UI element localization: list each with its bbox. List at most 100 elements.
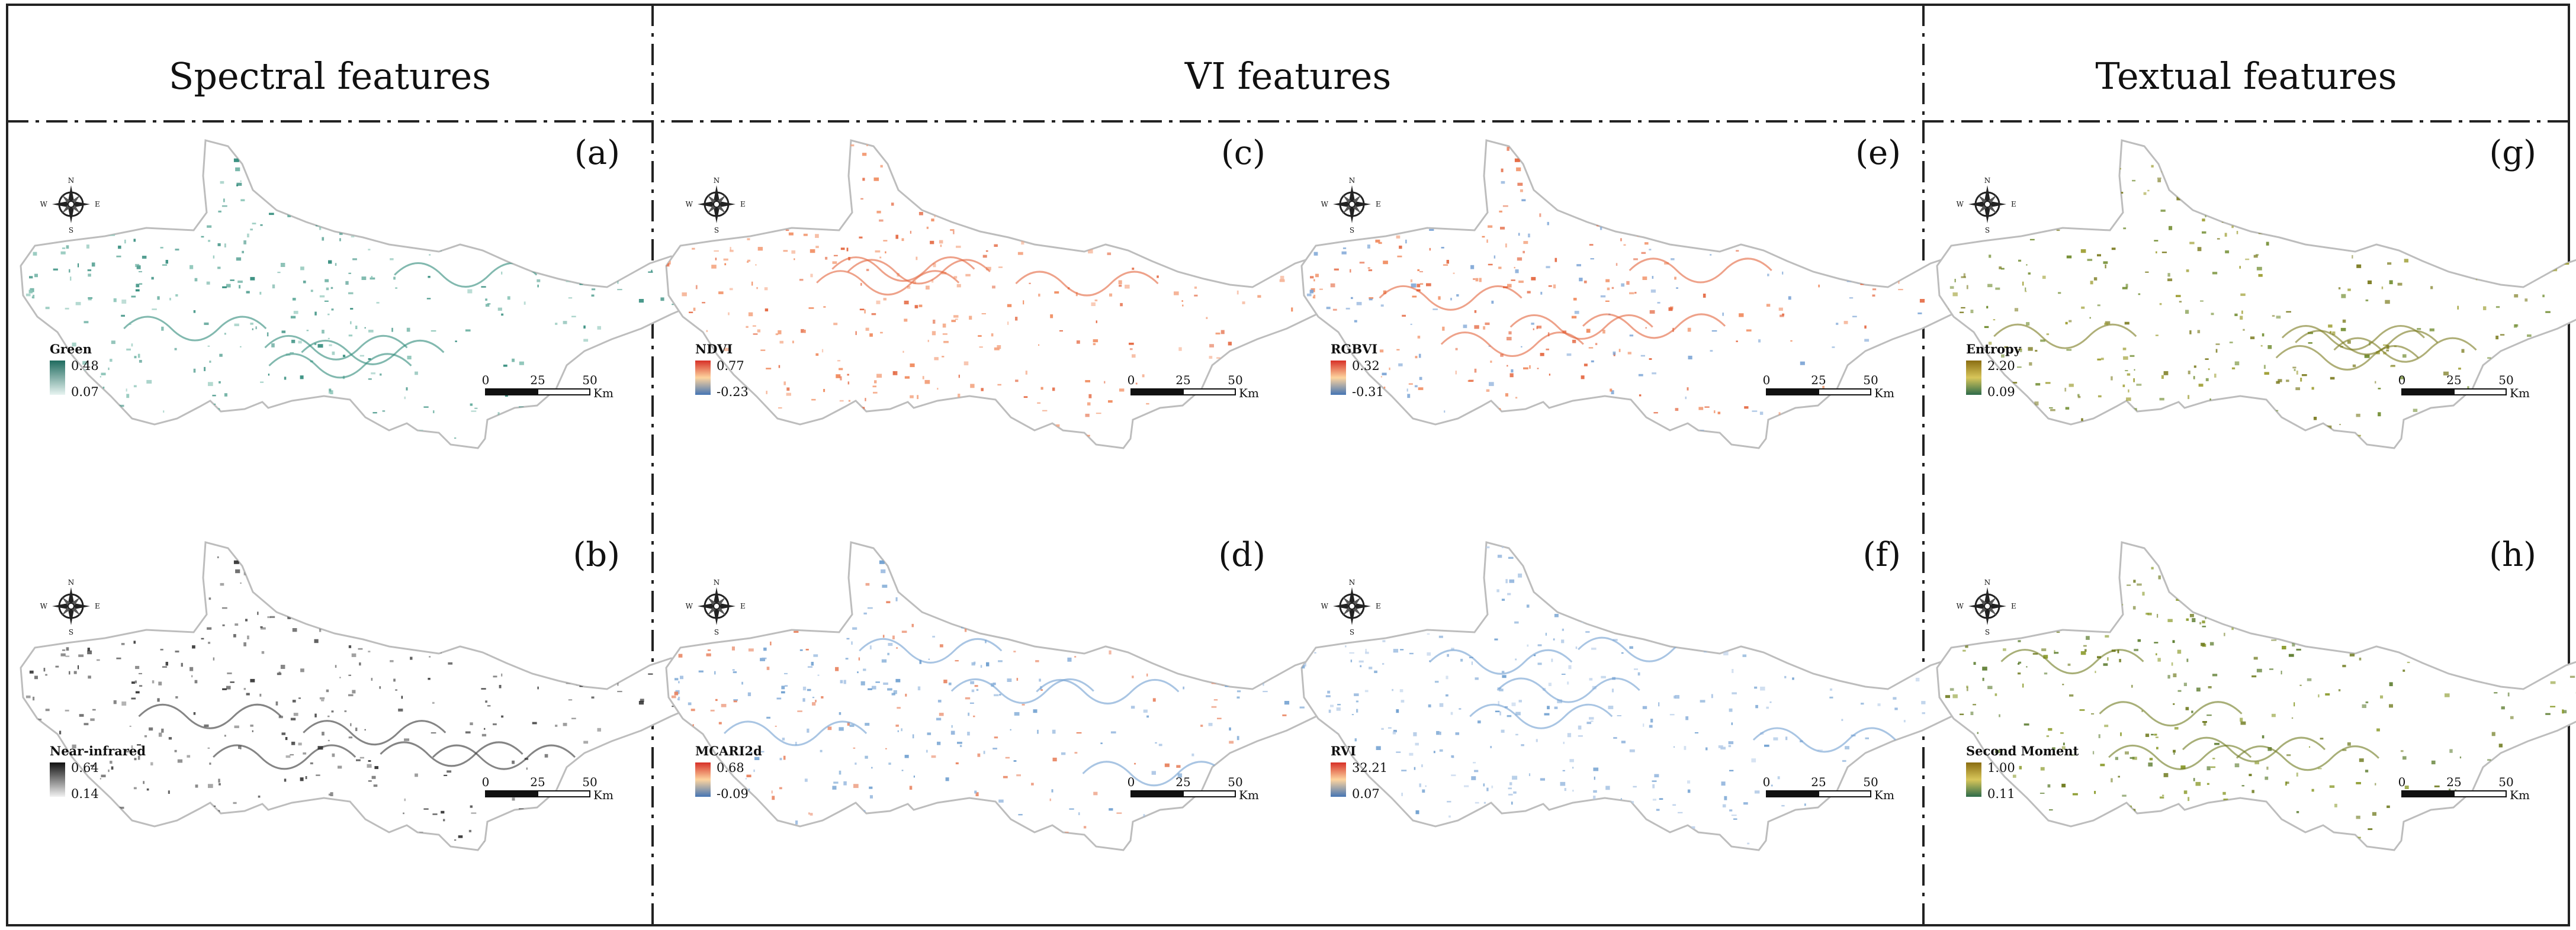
legend-min: -0.31 [1352, 385, 1384, 399]
color-legend: MCARI2d 0.68 -0.09 [695, 744, 762, 801]
svg-text:W: W [1321, 200, 1329, 208]
legend-min: -0.09 [717, 787, 749, 801]
svg-text:S: S [714, 226, 719, 234]
svg-text:N: N [714, 578, 720, 587]
svg-text:Km: Km [1874, 788, 1894, 802]
legend-title: Green [50, 342, 92, 356]
study-area-map [20, 139, 723, 449]
svg-text:Km: Km [1239, 788, 1259, 802]
north-arrow-icon: N S E W [1321, 578, 1381, 636]
svg-text:25: 25 [1811, 775, 1826, 789]
panel-label: (f) [1863, 536, 1901, 574]
panel-label: (a) [574, 134, 620, 172]
figure-frame [6, 4, 2570, 926]
svg-text:S: S [1350, 628, 1354, 636]
legend-min: 0.09 [1987, 385, 2015, 399]
svg-text:W: W [1957, 602, 1964, 610]
svg-text:N: N [1349, 578, 1356, 587]
svg-text:Km: Km [2510, 386, 2530, 400]
svg-text:25: 25 [2446, 373, 2461, 387]
svg-text:0: 0 [482, 775, 490, 789]
svg-text:N: N [1349, 176, 1356, 185]
legend-colorbar [1331, 762, 1346, 797]
legend-max: 0.68 [717, 761, 744, 775]
svg-text:W: W [1321, 602, 1329, 610]
svg-text:E: E [1376, 200, 1381, 208]
svg-text:S: S [1985, 226, 1990, 234]
svg-text:0: 0 [482, 373, 490, 387]
color-legend: Near-infrared 0.64 0.14 [50, 744, 146, 801]
north-arrow-icon: N S E W [1321, 176, 1381, 234]
panel-label: (d) [1218, 536, 1265, 574]
legend-max: 0.48 [71, 359, 99, 373]
color-legend: Entropy 2.20 0.09 [1966, 342, 2022, 399]
svg-text:Km: Km [1874, 386, 1894, 400]
north-arrow-icon: N S E W [1957, 176, 2016, 234]
legend-title: NDVI [695, 342, 733, 356]
svg-text:N: N [68, 578, 75, 587]
svg-text:25: 25 [530, 373, 545, 387]
svg-text:N: N [68, 176, 75, 185]
north-arrow-icon: N S E W [1957, 578, 2016, 636]
svg-text:50: 50 [582, 775, 597, 789]
header-vi: VI features [1184, 54, 1392, 98]
svg-text:W: W [1957, 200, 1964, 208]
legend-colorbar [1966, 762, 1981, 797]
legend-min: 0.11 [1987, 787, 2015, 801]
legend-title: Second Moment [1966, 744, 2079, 758]
legend-colorbar [50, 762, 65, 797]
study-area-map [1300, 139, 2004, 449]
panel-label: (g) [2489, 134, 2536, 172]
svg-text:25: 25 [530, 775, 545, 789]
svg-text:50: 50 [1228, 775, 1242, 789]
svg-text:50: 50 [2498, 775, 2513, 789]
north-arrow-icon: N S E W [40, 176, 100, 234]
svg-text:E: E [95, 602, 100, 610]
study-area-map [665, 139, 1369, 449]
legend-colorbar [1966, 361, 1981, 395]
svg-text:S: S [1350, 226, 1354, 234]
svg-text:25: 25 [1811, 373, 1826, 387]
color-legend: RGBVI 0.32 -0.31 [1331, 342, 1384, 399]
svg-text:E: E [2011, 602, 2016, 610]
svg-text:Km: Km [593, 788, 614, 802]
panel-label: (e) [1855, 134, 1901, 172]
study-area-map [20, 541, 723, 851]
svg-text:25: 25 [2446, 775, 2461, 789]
color-legend: RVI 32.21 0.07 [1331, 744, 1387, 801]
svg-text:Km: Km [2510, 788, 2530, 802]
legend-min: 0.07 [71, 385, 99, 399]
svg-text:S: S [714, 628, 719, 636]
svg-text:50: 50 [1228, 373, 1242, 387]
svg-text:S: S [69, 226, 73, 234]
legend-colorbar [695, 762, 711, 797]
legend-max: 32.21 [1352, 761, 1387, 775]
svg-text:50: 50 [1863, 373, 1878, 387]
panel-label: (h) [2489, 536, 2536, 574]
color-legend: Green 0.48 0.07 [50, 342, 99, 399]
svg-text:50: 50 [582, 373, 597, 387]
svg-text:50: 50 [2498, 373, 2513, 387]
svg-text:S: S [69, 628, 73, 636]
svg-text:0: 0 [2398, 775, 2406, 789]
study-area-map [665, 541, 1369, 851]
svg-text:Km: Km [593, 386, 614, 400]
legend-colorbar [695, 361, 711, 395]
svg-text:E: E [2011, 200, 2016, 208]
color-legend: NDVI 0.77 -0.23 [695, 342, 749, 399]
study-area-map [1936, 541, 2576, 851]
legend-max: 2.20 [1987, 359, 2015, 373]
north-arrow-icon: N S E W [686, 176, 746, 234]
svg-text:N: N [714, 176, 720, 185]
legend-title: RGBVI [1331, 342, 1377, 356]
north-arrow-icon: N S E W [686, 578, 746, 636]
